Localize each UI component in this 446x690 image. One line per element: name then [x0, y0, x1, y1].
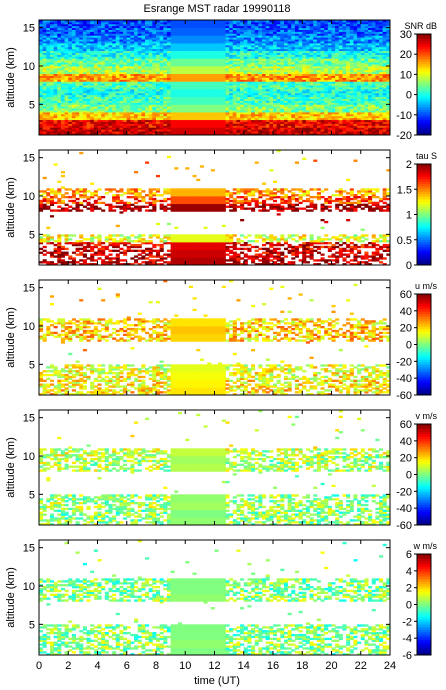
colorbar-tick-label: -6	[402, 650, 412, 662]
x-tick-label: 4	[94, 660, 100, 672]
y-tick-label: 15	[23, 153, 35, 165]
colorbar-tick-label: 0	[406, 260, 412, 272]
colorbar-tick-label: 1.5	[397, 184, 412, 196]
colorbar-tick-label: -20	[396, 486, 412, 498]
colorbar-tick-label: 30	[400, 29, 412, 41]
panel-tau: 5 10 15 altitude (km) 2 1.5 1 0.5 0 tau S	[5, 149, 437, 272]
x-tick-label: 20	[325, 660, 337, 672]
colorbar-tick-label: 20	[400, 49, 412, 61]
colorbar-tick-label: -10	[396, 110, 412, 122]
colorbar-tick-label: 0	[406, 90, 412, 102]
x-tick-label: 2	[65, 660, 71, 672]
y-tick-label: 5	[29, 99, 35, 111]
x-tick-label: 6	[124, 660, 130, 672]
y-tick-label: 15	[23, 543, 35, 555]
colorbar: 30 20 10 0 -10 -20	[396, 29, 432, 142]
colorbar-tick-label: -60	[396, 390, 412, 402]
y-tick-label: 15	[23, 23, 35, 35]
x-tick-label: 24	[384, 660, 396, 672]
colorbar-tick-label: 1	[406, 210, 412, 222]
colorbar-tick-label: -4	[402, 633, 412, 645]
x-tick-label: 0	[36, 660, 42, 672]
x-axis-label: time (UT)	[194, 675, 240, 687]
colorbar-label: tau S	[416, 151, 437, 161]
colorbar-tick-label: 20	[400, 323, 412, 335]
heatmap-cells	[39, 280, 391, 396]
y-axis-label: altitude (km)	[5, 47, 17, 108]
y-axis-label: altitude (km)	[5, 437, 17, 498]
colorbar: 2 1.5 1 0.5 0	[397, 159, 432, 272]
y-tick-label: 15	[23, 413, 35, 425]
figure-title: Esrange MST radar 19990118	[144, 3, 291, 15]
y-tick-label: 5	[29, 229, 35, 241]
panel-u: 5 10 15 altitude (km) 60 40 20 0 -20 -40 -60 u m/s	[5, 279, 438, 402]
y-axis-label: altitude (km)	[5, 177, 17, 238]
colorbar-tick-label: -2	[402, 616, 412, 628]
colorbar: 6 4 2 0 -2 -4 -6	[402, 549, 432, 662]
y-tick-label: 10	[23, 581, 35, 593]
y-tick-label: 10	[23, 61, 35, 73]
y-tick-label: 10	[23, 321, 35, 333]
y-tick-label: 5	[29, 489, 35, 501]
heatmap-cells	[39, 540, 391, 656]
x-tick-label: 18	[296, 660, 308, 672]
colorbar-tick-label: 40	[400, 306, 412, 318]
colorbar: 60 40 20 0 -20 -40 -60	[396, 289, 432, 402]
colorbar-label: v m/s	[416, 411, 438, 421]
colorbar-tick-label: 2	[406, 583, 412, 595]
x-tick-label: 10	[179, 660, 191, 672]
y-tick-label: 10	[23, 191, 35, 203]
y-axis-label: altitude (km)	[5, 567, 17, 628]
colorbar: 60 40 20 0 -20 -40 -60	[396, 419, 432, 532]
colorbar-tick-label: -20	[396, 130, 412, 142]
heatmap-cells	[39, 20, 391, 136]
colorbar-tick-label: 40	[400, 436, 412, 448]
panel-snr: 5 10 15 altitude (km) 30 20 10 0 -10 -20 SNR dB	[5, 19, 437, 142]
x-tick-label: 12	[208, 660, 220, 672]
x-tick-label: 22	[355, 660, 367, 672]
colorbar-tick-label: -40	[396, 503, 412, 515]
colorbar-tick-label: 0	[406, 470, 412, 482]
y-axis-label: altitude (km)	[5, 307, 17, 368]
y-tick-label: 10	[23, 451, 35, 463]
colorbar-label: w m/s	[413, 541, 438, 551]
colorbar-tick-label: 60	[400, 289, 412, 301]
x-tick-label: 14	[238, 660, 250, 672]
colorbar-label: u m/s	[415, 281, 438, 291]
colorbar-tick-label: 10	[400, 69, 412, 81]
heatmap-cells	[39, 150, 391, 266]
colorbar-label: SNR dB	[404, 21, 437, 31]
colorbar-tick-label: -20	[396, 356, 412, 368]
y-tick-label: 15	[23, 283, 35, 295]
x-tick-label: 16	[267, 660, 279, 672]
colorbar-tick-label: 6	[406, 549, 412, 561]
y-tick-label: 5	[29, 619, 35, 631]
colorbar-tick-label: -40	[396, 373, 412, 385]
heatmap-cells	[39, 410, 391, 526]
colorbar-tick-label: 20	[400, 453, 412, 465]
x-tick-label: 8	[153, 660, 159, 672]
panel-v: 5 10 15 altitude (km) 60 40 20 0 -20 -40 -60 v m/s	[5, 409, 438, 532]
y-tick-label: 5	[29, 359, 35, 371]
colorbar-tick-label: 0.5	[397, 235, 412, 247]
colorbar-tick-label: -60	[396, 520, 412, 532]
colorbar-tick-label: 0	[406, 600, 412, 612]
colorbar-tick-label: 4	[406, 566, 412, 578]
colorbar-tick-label: 60	[400, 419, 412, 431]
colorbar-tick-label: 2	[406, 159, 412, 171]
colorbar-tick-label: 0	[406, 340, 412, 352]
